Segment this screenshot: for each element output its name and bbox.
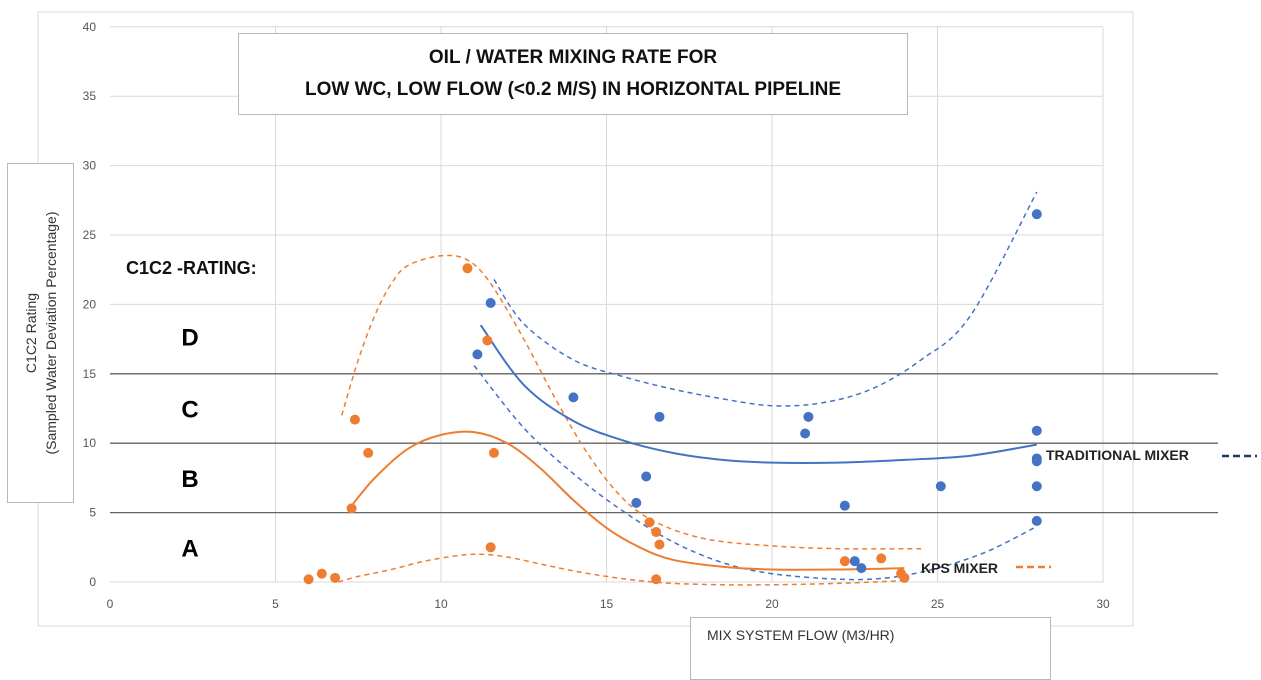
legend-traditional-mixer: TRADITIONAL MIXER bbox=[1046, 447, 1189, 463]
kps-data-point bbox=[349, 414, 360, 425]
kps-data-point bbox=[303, 574, 314, 585]
chart-title-line-2: LOW WC, LOW FLOW (<0.2 M/S) IN HORIZONTA… bbox=[304, 79, 842, 100]
kps-data-point bbox=[488, 447, 499, 458]
traditional-data-point bbox=[1031, 209, 1042, 220]
x-tick-label: 25 bbox=[931, 597, 945, 611]
traditional-data-point bbox=[485, 298, 496, 309]
x-tick-label: 10 bbox=[434, 597, 448, 611]
traditional-data-point bbox=[1031, 425, 1042, 436]
data-points bbox=[303, 209, 1042, 585]
traditional-data-point bbox=[1031, 456, 1042, 467]
traditional-data-point bbox=[654, 411, 665, 422]
y-tick-label: 10 bbox=[83, 436, 97, 450]
traditional-trend-line bbox=[479, 324, 1037, 464]
y-axis-label: C1C2 Rating (Sampled Water Deviation Per… bbox=[21, 163, 61, 503]
traditional-lower-band bbox=[473, 365, 1038, 581]
traditional-upper-band bbox=[493, 191, 1038, 407]
x-axis-label-box: MIX SYSTEM FLOW (M3/HR) bbox=[690, 617, 1051, 680]
zone-label-d: D bbox=[181, 324, 198, 351]
chart-title-box: OIL / WATER MIXING RATE FOR LOW WC, LOW … bbox=[238, 33, 908, 115]
kps-data-point bbox=[654, 539, 665, 550]
kps-data-point bbox=[462, 263, 473, 274]
traditional-data-point bbox=[839, 500, 850, 511]
y-axis-label-line-1: C1C2 Rating bbox=[22, 292, 39, 374]
traditional-data-point bbox=[849, 556, 860, 567]
confidence-bands bbox=[338, 191, 1038, 586]
y-tick-label: 0 bbox=[89, 575, 96, 589]
kps-data-point bbox=[363, 447, 374, 458]
traditional-data-point bbox=[641, 471, 652, 482]
y-tick-label: 25 bbox=[83, 228, 97, 242]
kps-data-point bbox=[651, 527, 662, 538]
y-tick-label: 20 bbox=[83, 297, 97, 311]
traditional-data-point bbox=[803, 411, 814, 422]
y-axis-label-line-2: (Sampled Water Deviation Percentage) bbox=[42, 211, 59, 455]
traditional-data-point bbox=[935, 481, 946, 492]
rating-heading: C1C2 -RATING: bbox=[126, 258, 257, 278]
kps-data-point bbox=[346, 503, 357, 514]
zone-label-c: C bbox=[181, 397, 198, 424]
kps-data-point bbox=[651, 574, 662, 585]
zone-label-b: B bbox=[181, 466, 198, 493]
trend-lines bbox=[350, 324, 1037, 571]
traditional-data-point bbox=[631, 497, 642, 508]
legend-kps-mixer: KPS MIXER bbox=[921, 560, 999, 576]
traditional-data-point bbox=[800, 428, 811, 439]
traditional-data-point bbox=[1031, 515, 1042, 526]
x-tick-label: 30 bbox=[1096, 597, 1110, 611]
traditional-data-point bbox=[1031, 481, 1042, 492]
kps-data-point bbox=[644, 517, 655, 528]
x-tick-label: 20 bbox=[765, 597, 779, 611]
kps-data-point bbox=[876, 553, 887, 564]
x-tick-label: 15 bbox=[600, 597, 614, 611]
kps-data-point bbox=[899, 572, 910, 583]
kps-data-point bbox=[316, 568, 327, 579]
legend-swatches bbox=[1016, 454, 1257, 569]
kps-upper-band bbox=[340, 254, 922, 550]
x-tick-label: 5 bbox=[272, 597, 279, 611]
traditional-data-point bbox=[568, 392, 579, 403]
kps-data-point bbox=[482, 335, 493, 346]
kps-data-point bbox=[330, 572, 341, 583]
kps-trend-line bbox=[350, 430, 905, 571]
x-axis-label: MIX SYSTEM FLOW (M3/HR) bbox=[707, 627, 895, 643]
zone-labels: A B C D bbox=[181, 324, 198, 562]
y-tick-label: 5 bbox=[89, 506, 96, 520]
chart-title-line-1: OIL / WATER MIXING RATE FOR bbox=[428, 47, 718, 68]
kps-data-point bbox=[485, 542, 496, 553]
x-tick-label: 0 bbox=[107, 597, 114, 611]
y-axis-label-box: C1C2 Rating (Sampled Water Deviation Per… bbox=[7, 163, 74, 503]
traditional-data-point bbox=[472, 349, 483, 360]
zone-label-a: A bbox=[181, 535, 198, 562]
y-tick-label: 40 bbox=[83, 20, 97, 34]
kps-lower-band bbox=[338, 553, 905, 586]
traditional-data-point bbox=[856, 563, 867, 574]
zone-lines bbox=[110, 373, 1218, 514]
y-tick-label: 15 bbox=[83, 367, 97, 381]
tick-labels: 0 5 10 15 20 25 30 0 5 10 15 20 25 30 35 40 bbox=[83, 20, 1110, 611]
kps-data-point bbox=[839, 556, 850, 567]
y-tick-label: 35 bbox=[83, 89, 97, 103]
y-tick-label: 30 bbox=[83, 159, 97, 173]
